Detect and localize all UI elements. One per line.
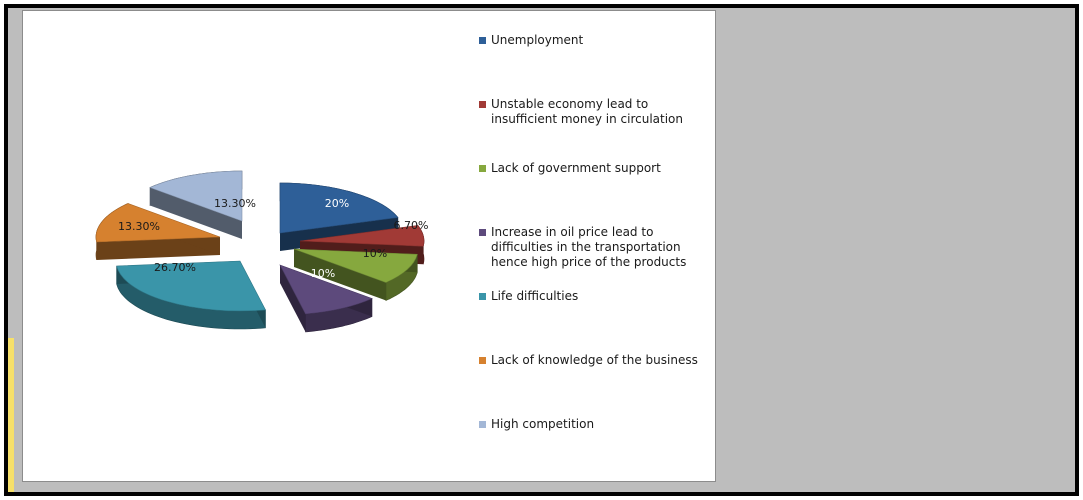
pie-slice-edge-7-1 bbox=[150, 187, 242, 239]
pie-slice-7 bbox=[149, 170, 243, 222]
slice-data-label-7: 13.30% bbox=[214, 197, 256, 210]
pie-slice-edge-3-2 bbox=[294, 249, 386, 301]
legend-swatch-1 bbox=[479, 37, 486, 44]
legend-label-1: Unemployment bbox=[491, 33, 584, 47]
pie-slice-edge-4-2 bbox=[280, 265, 306, 332]
legend-item-1: Unemployment bbox=[479, 33, 711, 48]
pie-slice-1 bbox=[279, 182, 399, 234]
yellow-edge-strip bbox=[8, 338, 14, 492]
slice-data-label-3: 10% bbox=[363, 247, 387, 260]
slice-data-label-6: 13.30% bbox=[118, 220, 160, 233]
legend-label-2: Unstable economy lead to insufficient mo… bbox=[491, 97, 684, 126]
legend-item-7: High competition bbox=[479, 417, 711, 432]
legend-label-6: Lack of knowledge of the business bbox=[491, 353, 698, 367]
chart-window: 20% 6.70% 10% 10% 26.70% 13.30% 13.30% Unemplo… bbox=[4, 4, 1079, 496]
legend-swatch-3 bbox=[479, 165, 486, 172]
legend-item-3: Lack of government support bbox=[479, 161, 711, 176]
legend-label-5: Life difficulties bbox=[491, 289, 579, 303]
legend-swatch-6 bbox=[479, 357, 486, 364]
legend-item-4: Increase in oil price lead to difficulti… bbox=[479, 225, 711, 270]
legend-item-2: Unstable economy lead to insufficient mo… bbox=[479, 97, 711, 127]
slice-data-label-1: 20% bbox=[325, 197, 349, 210]
chart-area: 20% 6.70% 10% 10% 26.70% 13.30% 13.30% Unemplo… bbox=[22, 10, 716, 482]
legend-swatch-2 bbox=[479, 101, 486, 108]
legend-swatch-7 bbox=[479, 421, 486, 428]
legend-label-7: High competition bbox=[491, 417, 595, 431]
pie-slice-3 bbox=[293, 248, 418, 283]
legend-swatch-5 bbox=[479, 293, 486, 300]
legend-swatch-4 bbox=[479, 229, 486, 236]
slice-data-label-5: 26.70% bbox=[154, 261, 196, 274]
pie-chart: 20% 6.70% 10% 10% 26.70% 13.30% 13.30% bbox=[95, 170, 429, 333]
pie-slice-2 bbox=[299, 225, 425, 247]
pie-slice-4 bbox=[279, 264, 373, 315]
legend-label-3: Lack of government support bbox=[491, 161, 661, 175]
legend-item-5: Life difficulties bbox=[479, 289, 711, 304]
slice-data-label-2: 6.70% bbox=[394, 219, 429, 232]
pie-slice-6 bbox=[95, 203, 221, 243]
legend-item-6: Lack of knowledge of the business bbox=[479, 353, 711, 368]
pie-slice-5 bbox=[116, 260, 266, 312]
legend-label-4: Increase in oil price lead to difficulti… bbox=[491, 225, 687, 269]
slice-data-label-4: 10% bbox=[311, 267, 335, 280]
